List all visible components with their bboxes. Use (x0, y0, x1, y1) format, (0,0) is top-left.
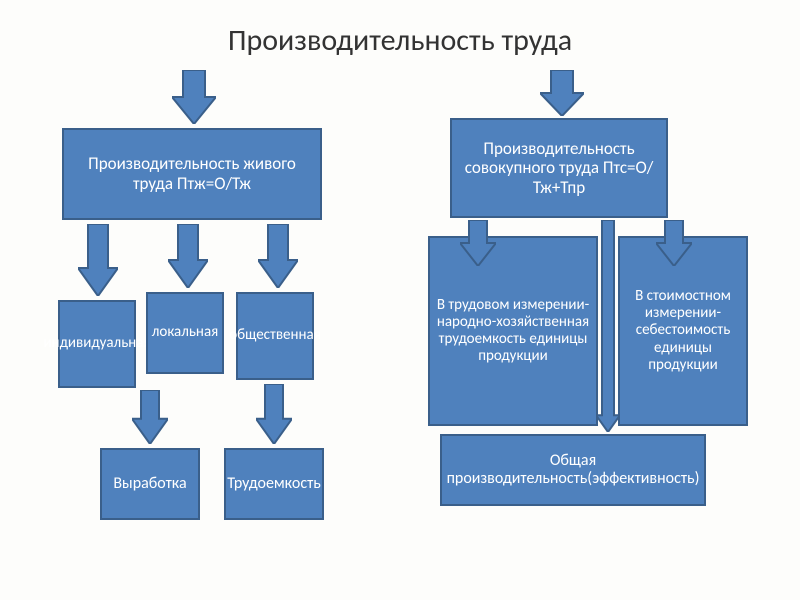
box-overall-productivity: Общая производительность(эффективность) (440, 434, 706, 506)
down-arrow-icon (540, 70, 584, 116)
box-social: общественная (236, 292, 314, 380)
box-label: индивидуальная (43, 335, 150, 352)
box-label: Общая производительность(эффективность) (446, 452, 700, 489)
box-label: Трудоемкость (227, 475, 321, 493)
box-total-labor-productivity: Производительность совокупного труда Птс… (450, 118, 668, 218)
box-labor-measurement: В трудовом измерении- народно-хозяйствен… (428, 236, 598, 426)
down-arrow-icon (172, 70, 216, 124)
box-local: локальная (146, 292, 224, 374)
box-living-labor-productivity: Производительность живого труда Птж=О/Тж (62, 128, 322, 220)
down-arrow-icon (78, 224, 118, 296)
down-arrow-icon (596, 220, 620, 432)
box-label: общественная (229, 327, 321, 344)
down-arrow-icon (656, 220, 692, 266)
box-label: Производительность живого труда Птж=О/Тж (68, 154, 316, 193)
box-individual: индивидуальная (58, 300, 136, 388)
box-label: Производительность совокупного труда Птс… (456, 139, 662, 198)
box-output: Выработка (100, 448, 200, 520)
page-title: Производительность труда (0, 0, 800, 65)
box-labor-intensity: Трудоемкость (224, 448, 324, 520)
down-arrow-icon (256, 384, 292, 444)
down-arrow-icon (168, 224, 208, 288)
down-arrow-icon (460, 220, 496, 266)
box-label: локальная (152, 324, 219, 341)
box-label: В стоимостном измерении- себестоимость е… (624, 288, 742, 374)
box-label: Выработка (113, 475, 186, 493)
box-label: В трудовом измерении- народно-хозяйствен… (434, 297, 592, 366)
down-arrow-icon (132, 390, 168, 444)
down-arrow-icon (258, 224, 298, 288)
